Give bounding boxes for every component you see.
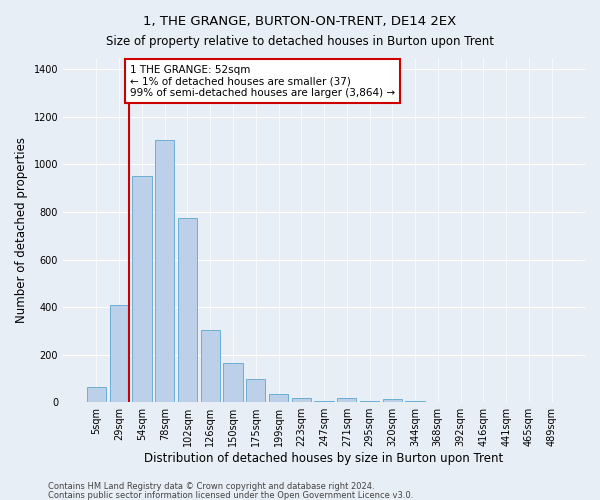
Bar	[269, 394, 288, 402]
Text: Size of property relative to detached houses in Burton upon Trent: Size of property relative to detached ho…	[106, 35, 494, 48]
Text: 1, THE GRANGE, BURTON-ON-TRENT, DE14 2EX: 1, THE GRANGE, BURTON-ON-TRENT, DE14 2EX	[143, 15, 457, 28]
Bar	[132, 176, 152, 402]
Bar	[383, 400, 402, 402]
Bar	[87, 387, 106, 402]
Bar	[337, 398, 356, 402]
Bar	[178, 218, 197, 402]
X-axis label: Distribution of detached houses by size in Burton upon Trent: Distribution of detached houses by size …	[145, 452, 503, 465]
Bar	[292, 398, 311, 402]
Bar	[246, 379, 265, 402]
Bar	[200, 330, 220, 402]
Text: Contains public sector information licensed under the Open Government Licence v3: Contains public sector information licen…	[48, 490, 413, 500]
Bar	[223, 363, 242, 402]
Bar	[155, 140, 175, 402]
Bar	[314, 401, 334, 402]
Text: 1 THE GRANGE: 52sqm
← 1% of detached houses are smaller (37)
99% of semi-detache: 1 THE GRANGE: 52sqm ← 1% of detached hou…	[130, 64, 395, 98]
Bar	[110, 304, 129, 402]
Y-axis label: Number of detached properties: Number of detached properties	[15, 137, 28, 323]
Text: Contains HM Land Registry data © Crown copyright and database right 2024.: Contains HM Land Registry data © Crown c…	[48, 482, 374, 491]
